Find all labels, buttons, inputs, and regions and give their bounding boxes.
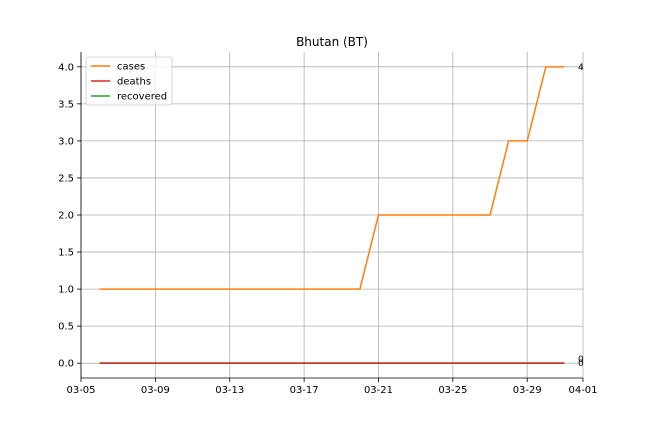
end-label-deaths: 0 <box>578 355 584 365</box>
legend-label-recovered: recovered <box>117 92 167 103</box>
series-lines <box>99 66 565 364</box>
y-tick-label: 1.0 <box>58 285 74 296</box>
y-tick-label: 1.5 <box>58 248 74 259</box>
y-tick-label: 4.0 <box>58 62 74 73</box>
x-tick-label: 03-29 <box>513 385 542 396</box>
y-tick-label: 3.5 <box>58 99 74 110</box>
legend: cases deaths recovered <box>85 56 173 106</box>
chart-title: Bhutan (BT) <box>296 35 368 49</box>
end-label-recovered: 0 <box>578 359 584 369</box>
x-tick-label: 03-17 <box>290 385 319 396</box>
axes <box>77 52 584 382</box>
x-tick-label: 03-05 <box>66 385 95 396</box>
end-labels: 4 00 <box>578 63 584 369</box>
legend-box <box>85 56 173 106</box>
y-tick-label: 2.0 <box>58 211 74 222</box>
end-label-cases: 4 <box>578 63 584 73</box>
series-line-cases <box>99 66 565 290</box>
y-tick-label: 0.0 <box>58 359 74 370</box>
x-tick-label: 03-25 <box>438 385 467 396</box>
legend-label-cases: cases <box>117 62 145 73</box>
y-tick-label: 3.0 <box>58 136 74 147</box>
x-tick-label: 04-01 <box>568 385 597 396</box>
x-tick-label: 03-09 <box>141 385 170 396</box>
tick-labels: 03-05 03-09 03-13 03-17 03-21 03-25 03-29 04-01… <box>58 62 597 396</box>
y-tick-label: 2.5 <box>58 173 74 184</box>
y-tick-label: 0.5 <box>58 322 74 333</box>
x-tick-label: 03-13 <box>215 385 244 396</box>
legend-label-deaths: deaths <box>117 77 151 88</box>
x-tick-label: 03-21 <box>364 385 393 396</box>
